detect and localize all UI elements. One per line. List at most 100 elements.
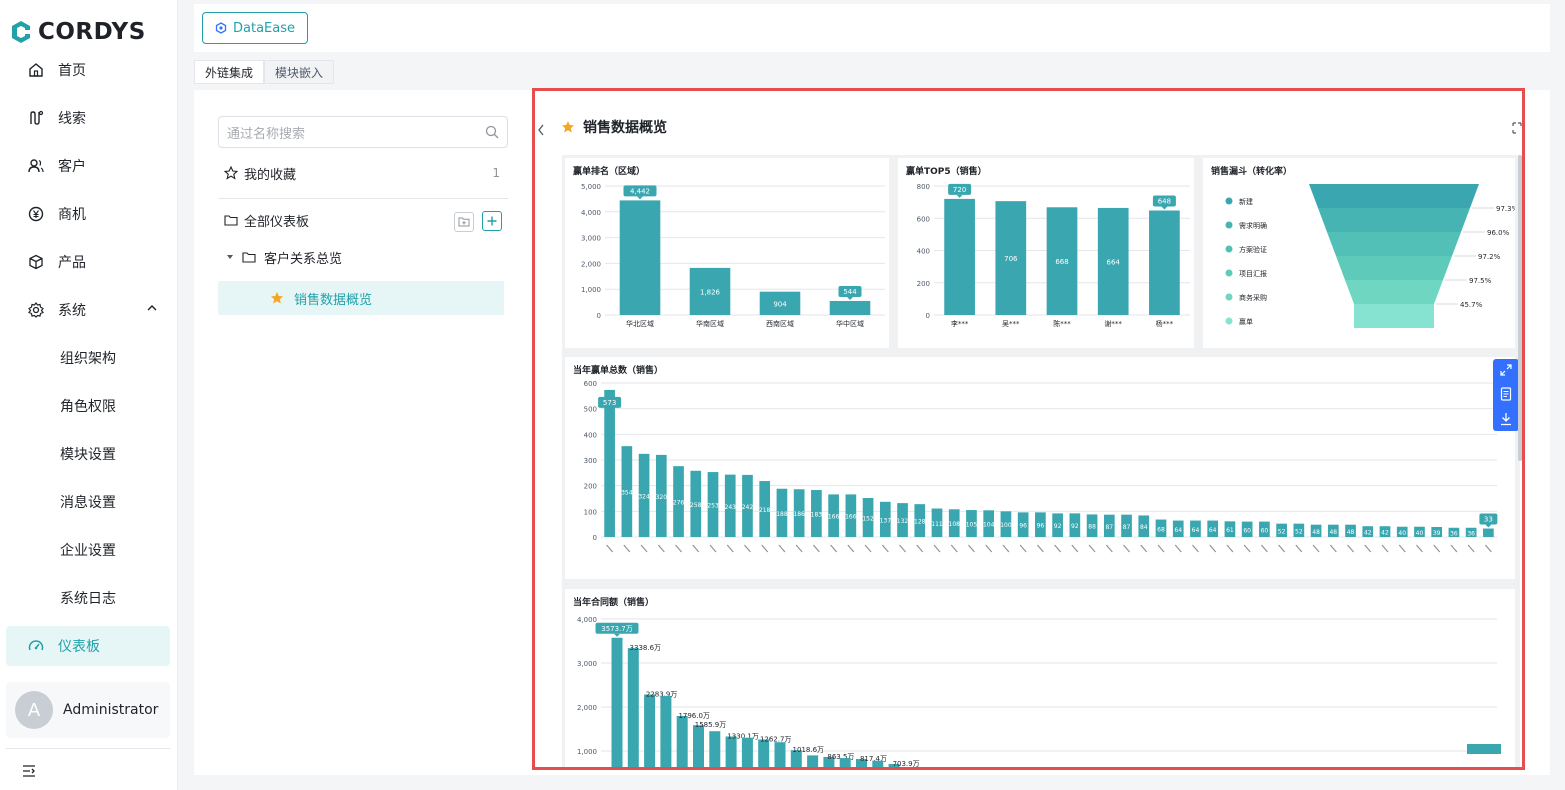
bar — [983, 510, 995, 537]
data-label: 96 — [1019, 523, 1027, 530]
details-icon[interactable] — [1500, 387, 1512, 401]
bar — [644, 694, 656, 767]
bar — [995, 201, 1027, 315]
user-card[interactable]: A Administrator — [6, 682, 170, 738]
x-tick-label — [1071, 544, 1079, 553]
nav-item-customer[interactable]: 客户 — [6, 146, 170, 186]
collapse-menu-icon[interactable] — [22, 762, 40, 777]
data-label: 42 — [1381, 530, 1389, 537]
nav-item-home[interactable]: 首页 — [6, 50, 170, 90]
panel-region-ranking[interactable]: 赢单排名（区域） 0 1,000 2,000 3,000 4,000 5,000 华北区域 4… — [565, 158, 889, 348]
search-icon[interactable] — [485, 125, 499, 143]
value-tooltip-pointer — [1161, 206, 1168, 210]
tree-item-sales-overview[interactable]: 销售数据概览 — [218, 281, 504, 315]
data-label: 1,826 — [700, 288, 721, 296]
legend-marker — [1225, 221, 1233, 229]
dashboard-canvas: 赢单排名（区域） 0 1,000 2,000 3,000 4,000 5,000 华北区域 4… — [562, 155, 1520, 770]
nav-item-system-log[interactable]: 系统日志 — [6, 578, 170, 618]
bar — [724, 474, 736, 537]
tree-folder-customer-relations[interactable]: 客户关系总览 — [218, 241, 504, 273]
sidebar: CORDYS 首页 线索 客户 商机 产品 系统 组织架构 角色权限 模块设置 … — [0, 0, 178, 790]
bar — [793, 489, 805, 537]
nav-item-message-settings[interactable]: 消息设置 — [6, 482, 170, 522]
funnel-segment — [1309, 184, 1479, 208]
dashboard-title: 销售数据概览 — [561, 117, 667, 137]
data-label: 61 — [1226, 527, 1234, 534]
y-tick-label: 300 — [584, 457, 597, 465]
y-tick-label: 200 — [584, 483, 597, 491]
data-label: 64 — [1209, 527, 1217, 534]
data-label: 258 — [690, 502, 702, 509]
nav-item-company-settings[interactable]: 企业设置 — [6, 530, 170, 570]
scrollbar[interactable] — [1518, 155, 1522, 461]
x-tick-label — [675, 544, 682, 553]
brand-name: CORDYS — [38, 19, 146, 45]
bar — [1086, 514, 1098, 537]
legend-marker — [1225, 317, 1233, 325]
tree-favorites[interactable]: 我的收藏 1 — [218, 157, 504, 189]
nav-label: 客户 — [58, 159, 86, 175]
y-tick-label: 2,000 — [581, 260, 601, 268]
folder-icon — [224, 214, 238, 226]
chevron-up-icon[interactable] — [146, 302, 158, 318]
x-tick-label — [761, 544, 769, 553]
bar — [1414, 526, 1425, 537]
x-tick-label — [950, 544, 958, 553]
nav-item-system[interactable]: 系统 — [6, 290, 170, 330]
data-label: 542.2万 — [925, 767, 952, 770]
bar — [689, 267, 731, 315]
x-tick-label — [933, 544, 941, 553]
panel-yearly-wins[interactable]: 当年赢单总数（销售） 0 100 200 300 400 500 600 573 354 324 3… — [565, 357, 1515, 579]
x-tick-label — [1036, 544, 1044, 553]
expand-icon[interactable] — [1500, 364, 1512, 376]
x-tick-label — [606, 544, 614, 553]
caret-down-icon[interactable] — [226, 253, 234, 261]
nav-item-module-settings[interactable]: 模块设置 — [6, 434, 170, 474]
data-label: 87 — [1105, 524, 1113, 531]
data-label: 39 — [1433, 530, 1441, 537]
x-tick-label — [1347, 544, 1354, 553]
data-label: 863.5万 — [827, 753, 854, 761]
panel-yearly-contract[interactable]: 当年合同额（销售） 1,000 2,000 3,000 4,000 3573.7万 333… — [565, 589, 1515, 770]
nav-item-product[interactable]: 产品 — [6, 242, 170, 282]
star-filled-icon[interactable] — [561, 120, 575, 134]
nav-item-opportunity[interactable]: 商机 — [6, 194, 170, 234]
x-tick-label — [830, 544, 838, 553]
dashboard-preview: 销售数据概览 赢单排名（区域） 0 1,000 2,000 3,000 4,000 5,0… — [532, 88, 1525, 770]
x-tick-label — [1398, 544, 1406, 553]
tree-divider — [218, 198, 508, 199]
tab-external-link[interactable]: 外链集成 — [194, 60, 265, 84]
dataease-button[interactable]: DataEase — [202, 12, 308, 44]
chevron-left-icon[interactable] — [537, 121, 545, 140]
panel-top5-sales[interactable]: 赢单TOP5（销售） 0 200 400 600 800 李*** 720 吴*** 706 陈*… — [898, 158, 1194, 348]
legend-marker — [1225, 293, 1233, 301]
x-tick-label — [1002, 544, 1010, 553]
data-label: 817.4万 — [860, 755, 887, 763]
x-tick-label — [1467, 544, 1475, 553]
new-folder-button[interactable] — [454, 212, 474, 232]
tree-all-dashboards[interactable]: 全部仪表板 — [218, 204, 504, 236]
data-label: 152 — [862, 515, 874, 522]
nav-item-dashboard[interactable]: 仪表板 — [6, 626, 170, 666]
nav-item-clue[interactable]: 线索 — [6, 98, 170, 138]
nav-item-roles[interactable]: 角色权限 — [6, 386, 170, 426]
add-dashboard-button[interactable] — [482, 211, 502, 231]
download-icon[interactable] — [1500, 412, 1512, 426]
data-label: 1262.7万 — [760, 735, 792, 743]
hexagon-icon — [215, 22, 227, 34]
nav-item-org[interactable]: 组织架构 — [6, 338, 170, 378]
value-tooltip-pointer — [614, 633, 620, 637]
dataease-label: DataEase — [233, 20, 295, 36]
user-name: Administrator — [63, 702, 159, 718]
cube-icon — [26, 252, 46, 272]
bar — [862, 497, 874, 537]
fullscreen-icon[interactable] — [1512, 119, 1522, 138]
tab-module-embed[interactable]: 模块嵌入 — [264, 60, 335, 84]
data-label: 36 — [1467, 530, 1475, 537]
data-label: 2283.9万 — [646, 691, 678, 699]
brand-logo[interactable]: CORDYS — [8, 16, 146, 48]
search-placeholder: 通过名称搜索 — [227, 126, 306, 142]
nav-label: 组织架构 — [60, 351, 116, 367]
search-input[interactable]: 通过名称搜索 — [218, 116, 508, 148]
